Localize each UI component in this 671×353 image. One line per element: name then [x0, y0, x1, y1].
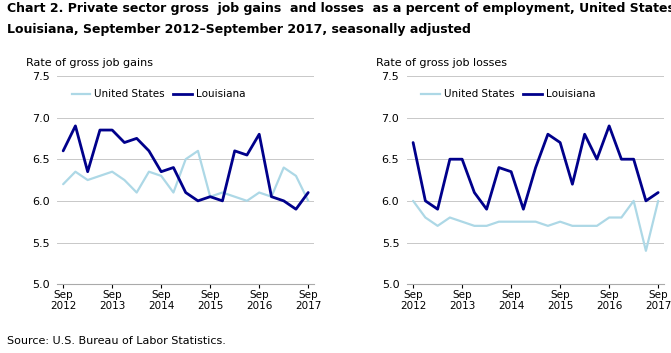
Text: Chart 2. Private sector gross  job gains  and losses  as a percent of employment: Chart 2. Private sector gross job gains … — [7, 2, 671, 15]
Text: Louisiana, September 2012–September 2017, seasonally adjusted: Louisiana, September 2012–September 2017… — [7, 23, 470, 36]
Text: Source: U.S. Bureau of Labor Statistics.: Source: U.S. Bureau of Labor Statistics. — [7, 336, 225, 346]
Legend: United States, Louisiana: United States, Louisiana — [67, 85, 250, 103]
Text: Rate of gross job losses: Rate of gross job losses — [376, 58, 507, 67]
Text: Rate of gross job gains: Rate of gross job gains — [26, 58, 153, 67]
Legend: United States, Louisiana: United States, Louisiana — [417, 85, 600, 103]
